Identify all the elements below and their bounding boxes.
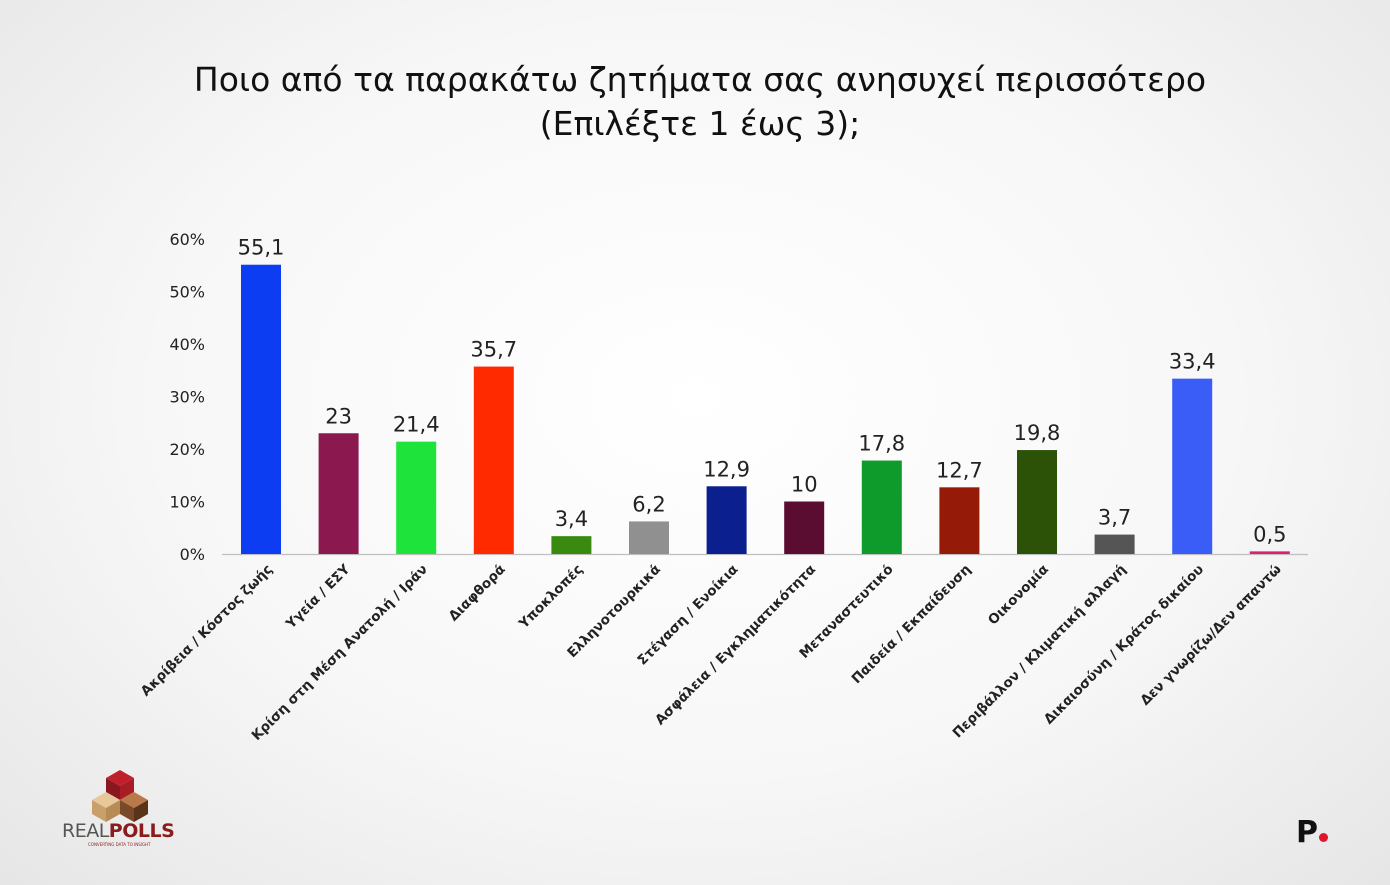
bar bbox=[318, 433, 359, 554]
chart-title-line2: (Επιλέξτε 1 έως 3); bbox=[539, 104, 861, 143]
data-label: 10 bbox=[791, 473, 818, 497]
chart-title: Ποιο από τα παρακάτω ζητήματα σας ανησυχ… bbox=[0, 58, 1390, 146]
realpolls-logo: REALPOLLS CONVERTING DATA TO INSIGHT bbox=[60, 768, 190, 848]
publisher-logo: P bbox=[1296, 815, 1328, 850]
y-tick-label: 40% bbox=[169, 335, 205, 354]
publisher-logo-letter: P bbox=[1296, 815, 1318, 850]
bar bbox=[784, 501, 825, 554]
data-label: 33,4 bbox=[1169, 350, 1216, 374]
data-label: 12,9 bbox=[703, 457, 750, 481]
x-tick-label: Διαφθορά bbox=[446, 562, 509, 625]
x-tick-label: Υγεία / ΕΣΥ bbox=[282, 561, 353, 632]
data-label: 23 bbox=[325, 404, 352, 428]
bar bbox=[861, 460, 902, 554]
bar bbox=[1017, 450, 1057, 554]
bar bbox=[706, 486, 747, 554]
x-tick-label: Κρίση στη Μέση Ανατολή / Ιράν bbox=[249, 562, 431, 744]
bar bbox=[1249, 551, 1290, 554]
y-tick-label: 20% bbox=[169, 440, 205, 459]
data-label: 0,5 bbox=[1253, 522, 1286, 546]
data-label: 21,4 bbox=[393, 413, 440, 437]
y-tick-label: 30% bbox=[169, 388, 205, 407]
data-label: 17,8 bbox=[858, 432, 905, 456]
data-label: 19,8 bbox=[1014, 421, 1061, 445]
cube-logo-icon bbox=[92, 770, 148, 822]
y-tick-label: 60% bbox=[169, 230, 205, 249]
bar bbox=[551, 536, 592, 554]
bar bbox=[1094, 534, 1135, 554]
brand-bold-text: POLLS bbox=[108, 820, 175, 842]
data-label: 35,7 bbox=[470, 338, 517, 362]
data-label: 55,1 bbox=[238, 236, 285, 260]
x-tick-label: Υποκλοπές bbox=[515, 562, 586, 633]
brand-light-text: REAL bbox=[62, 820, 109, 842]
brand-tagline: CONVERTING DATA TO INSIGHT bbox=[88, 842, 151, 847]
data-label: 3,4 bbox=[555, 507, 588, 531]
x-tick-label: Δικαιοσύνη / Κράτος δικαίου bbox=[1041, 562, 1207, 728]
bar bbox=[241, 264, 281, 554]
bar bbox=[939, 487, 980, 554]
x-tick-label: Οικονομία bbox=[985, 562, 1052, 629]
x-tick-label: Ασφάλεια / Εγκληματικότητα bbox=[652, 562, 819, 729]
data-label: 12,7 bbox=[936, 458, 983, 482]
x-tick-label: Ακρίβεια / Κόστος ζωής bbox=[138, 562, 276, 700]
bar bbox=[396, 441, 437, 554]
data-label: 6,2 bbox=[632, 492, 665, 516]
bar bbox=[473, 366, 514, 554]
data-label: 3,7 bbox=[1098, 506, 1131, 530]
y-tick-label: 50% bbox=[169, 283, 205, 302]
publisher-logo-dot-icon bbox=[1319, 833, 1328, 842]
chart-title-line1: Ποιο από τα παρακάτω ζητήματα σας ανησυχ… bbox=[193, 60, 1207, 99]
y-tick-label: 10% bbox=[169, 493, 205, 512]
x-tick-label: Περιβάλλον / Κλιματική αλλαγή bbox=[950, 562, 1130, 742]
bar bbox=[629, 521, 669, 554]
x-tick-label: Δεν γνωρίζω/Δεν απαντώ bbox=[1137, 561, 1284, 708]
realpolls-wordmark: REALPOLLS bbox=[62, 820, 175, 842]
y-tick-label: 0% bbox=[180, 545, 205, 564]
bar bbox=[1172, 378, 1213, 554]
